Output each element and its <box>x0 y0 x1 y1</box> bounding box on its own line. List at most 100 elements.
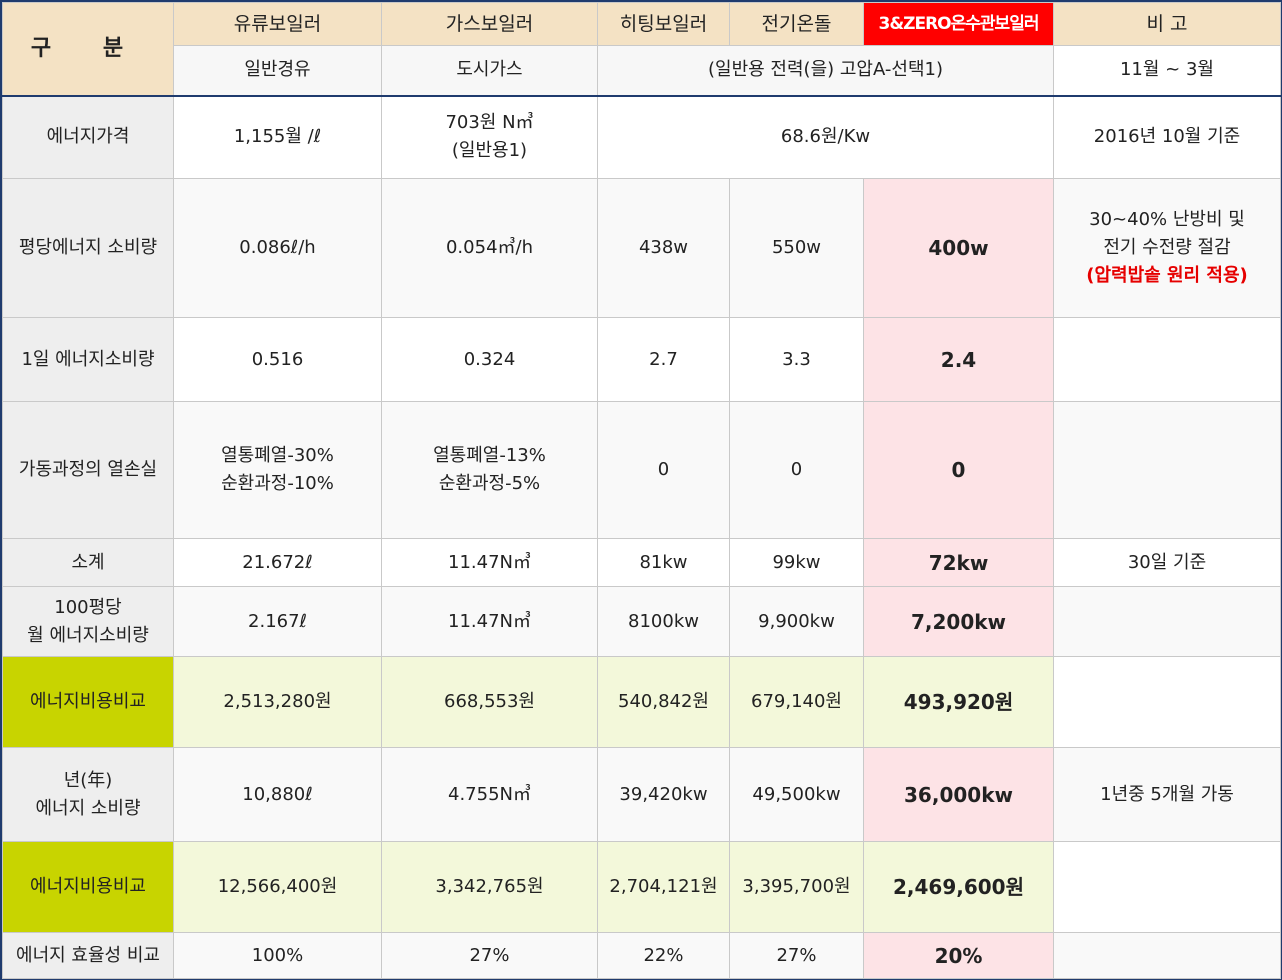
zero-value: 72kw <box>863 538 1054 587</box>
electric-fuel-type: (일반용 전력(을) 고압A-선택1) <box>597 45 1054 96</box>
remarks-header: 비 고 <box>1053 2 1281 46</box>
oil-value: 0.516 <box>173 317 382 402</box>
oil-value: 21.672ℓ <box>173 538 382 587</box>
heating-value: 22% <box>597 932 730 979</box>
remark-value: 2016년 10월 기준 <box>1053 94 1281 179</box>
heating-value: 438w <box>597 178 730 318</box>
ondol-value: 679,140원 <box>729 656 864 748</box>
gas-value-line1: 703원 N㎥ <box>445 112 534 134</box>
zero-value: 400w <box>863 178 1054 318</box>
gas-value: 27% <box>381 932 598 979</box>
row-per-pyeong-consumption: 평당에너지 소비량 0.086ℓ/h 0.054㎥/h 438w 550w 40… <box>2 178 1281 318</box>
remark-value: 1년중 5개월 가동 <box>1053 747 1281 842</box>
heating-value: 0 <box>597 401 730 539</box>
gas-value: 0.324 <box>381 317 598 402</box>
category-header: 구 분 <box>2 2 174 96</box>
gas-value-line2: (일반용1) <box>451 140 528 162</box>
heating-value: 8100kw <box>597 586 730 657</box>
remark-line1: 30~40% 난방비 및 <box>1089 209 1245 230</box>
gas-value: 4.755N㎥ <box>381 747 598 842</box>
remark-value <box>1053 932 1281 979</box>
oil-value-line1: 열통폐열-30% <box>221 445 334 466</box>
ondol-value: 49,500kw <box>729 747 864 842</box>
oil-value: 100% <box>173 932 382 979</box>
row-daily-consumption: 1일 에너지소비량 0.516 0.324 2.7 3.3 2.4 <box>2 317 1281 402</box>
remark-value <box>1053 586 1281 657</box>
header-row-2: 일반경유 도시가스 (일반용 전력(을) 고압A-선택1) 11월 ~ 3월 <box>3 45 1281 96</box>
remark-value: 30일 기준 <box>1053 538 1281 587</box>
gas-value-line2: 순환과정-5% <box>438 473 541 494</box>
heating-value: 2,704,121원 <box>597 841 730 933</box>
row-label: 에너지비용비교 <box>2 656 174 748</box>
ondol-value: 99kw <box>729 538 864 587</box>
row-energy-price: 에너지가격 1,155월 /ℓ 703원 N㎥ (일반용1) 68.6원/Kw … <box>2 94 1281 179</box>
row-heat-loss: 가동과정의 열손실 열통폐열-30% 순환과정-10% 열통폐열-13% 순환과… <box>2 401 1281 539</box>
row-label: 에너지가격 <box>2 94 174 179</box>
heating-value: 39,420kw <box>597 747 730 842</box>
ondol-value: 27% <box>729 932 864 979</box>
zero-value: 2,469,600원 <box>863 841 1054 933</box>
row-yearly-cost-comparison: 에너지비용비교 12,566,400원 3,342,765원 2,704,121… <box>2 841 1281 933</box>
row-label: 평당에너지 소비량 <box>2 178 174 318</box>
heating-value: 2.7 <box>597 317 730 402</box>
remark-value: 30~40% 난방비 및 전기 수전량 절감 (압력밥솥 원리 적용) <box>1053 178 1281 318</box>
zero-value: 2.4 <box>863 317 1054 402</box>
gas-value: 11.47N㎥ <box>381 586 598 657</box>
oil-value: 2.167ℓ <box>173 586 382 657</box>
gas-value: 668,553원 <box>381 656 598 748</box>
heating-value: 540,842원 <box>597 656 730 748</box>
row-yearly-consumption: 년(年) 에너지 소비량 10,880ℓ 4.755N㎥ 39,420kw 49… <box>2 747 1281 842</box>
ondol-value: 9,900kw <box>729 586 864 657</box>
remark-value <box>1053 401 1281 539</box>
oil-value-line2: 순환과정-10% <box>221 473 334 494</box>
ondol-value: 0 <box>729 401 864 539</box>
remark-value <box>1053 656 1281 748</box>
gas-value: 열통폐열-13% 순환과정-5% <box>381 401 598 539</box>
gas-value: 11.47N㎥ <box>381 538 598 587</box>
remark-value <box>1053 841 1281 933</box>
oil-fuel-type: 일반경유 <box>173 45 382 96</box>
zero-value: 20% <box>863 932 1054 979</box>
oil-value: 2,513,280원 <box>173 656 382 748</box>
row-monthly-100-pyeong: 100평당 월 에너지소비량 2.167ℓ 11.47N㎥ 8100kw 9,9… <box>2 586 1281 657</box>
row-label: 소계 <box>2 538 174 587</box>
zero-value: 493,920원 <box>863 656 1054 748</box>
gas-boiler-header: 가스보일러 <box>381 2 598 46</box>
zero-boiler-header: 3&ZERO온수관보일러 <box>863 2 1054 46</box>
ondol-value: 3.3 <box>729 317 864 402</box>
row-efficiency-comparison: 에너지 효율성 비교 100% 27% 22% 27% 20% <box>2 932 1281 979</box>
row-label: 100평당 월 에너지소비량 <box>2 586 174 657</box>
remark-value <box>1053 317 1281 402</box>
gas-value-line1: 열통폐열-13% <box>433 445 546 466</box>
gas-value: 0.054㎥/h <box>381 178 598 318</box>
row-label: 에너지 효율성 비교 <box>2 932 174 979</box>
oil-value: 1,155월 /ℓ <box>173 94 382 179</box>
row-subtotal: 소계 21.672ℓ 11.47N㎥ 81kw 99kw 72kw 30일 기준 <box>2 538 1281 587</box>
row-label: 1일 에너지소비량 <box>2 317 174 402</box>
row-monthly-cost-comparison: 에너지비용비교 2,513,280원 668,553원 540,842원 679… <box>2 656 1281 748</box>
oil-value: 0.086ℓ/h <box>173 178 382 318</box>
gas-value: 703원 N㎥ (일반용1) <box>381 94 598 179</box>
electric-price-value: 68.6원/Kw <box>597 94 1054 179</box>
heating-boiler-header: 히팅보일러 <box>597 2 730 46</box>
heating-value: 81kw <box>597 538 730 587</box>
row-label-line2: 에너지 소비량 <box>35 797 141 819</box>
remarks-period: 11월 ~ 3월 <box>1053 45 1281 96</box>
zero-value: 7,200kw <box>863 586 1054 657</box>
row-label: 가동과정의 열손실 <box>2 401 174 539</box>
ondol-value: 3,395,700원 <box>729 841 864 933</box>
gas-value: 3,342,765원 <box>381 841 598 933</box>
electric-ondol-header: 전기온돌 <box>729 2 864 46</box>
zero-value: 0 <box>863 401 1054 539</box>
remark-line2: 전기 수전량 절감 <box>1103 237 1231 258</box>
ondol-value: 550w <box>729 178 864 318</box>
row-label: 에너지비용비교 <box>2 841 174 933</box>
row-label-line2: 월 에너지소비량 <box>27 624 149 646</box>
row-label: 년(年) 에너지 소비량 <box>2 747 174 842</box>
row-label-line1: 100평당 <box>54 596 122 618</box>
oil-boiler-header: 유류보일러 <box>173 2 382 46</box>
oil-value: 열통폐열-30% 순환과정-10% <box>173 401 382 539</box>
remark-highlight: (압력밥솥 원리 적용) <box>1086 265 1248 286</box>
